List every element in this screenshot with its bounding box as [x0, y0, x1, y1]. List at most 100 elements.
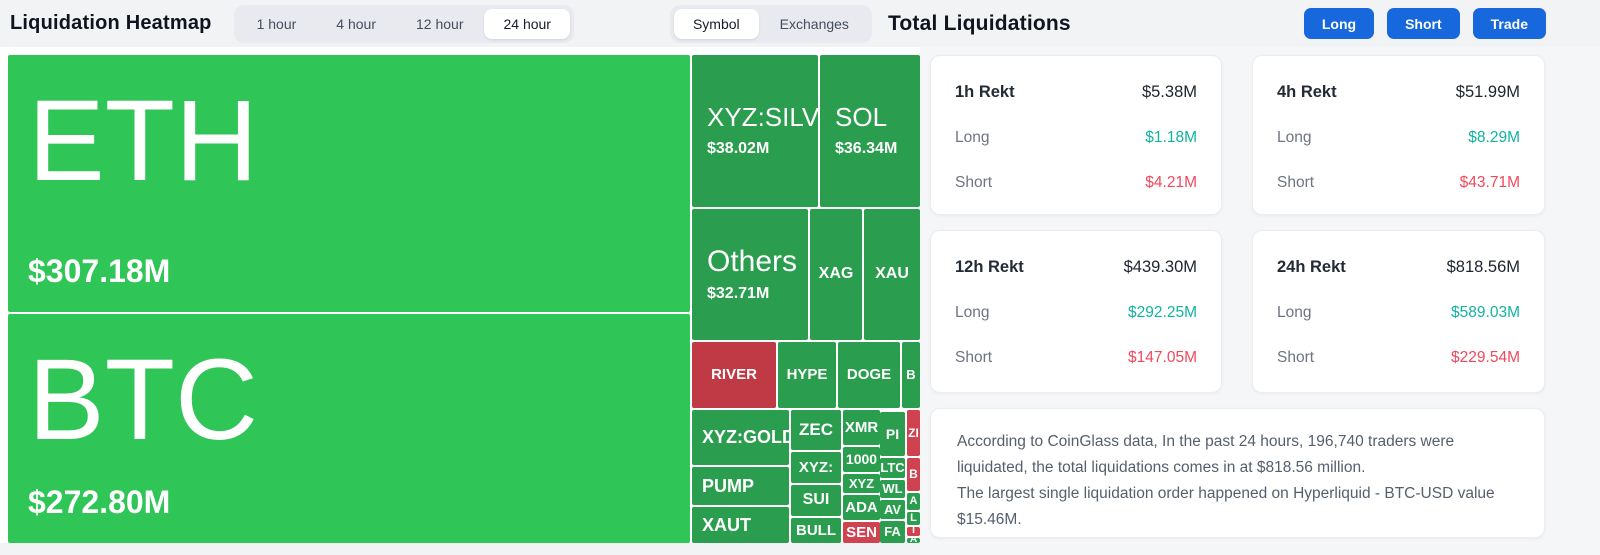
- short-value: $229.54M: [1451, 349, 1520, 366]
- treemap-symbol-label: 1000: [845, 451, 878, 468]
- treemap-symbol-label: ADA: [845, 498, 878, 516]
- treemap-symbol-label: AV: [883, 501, 902, 517]
- treemap-block-hype[interactable]: HYPE: [778, 342, 836, 408]
- treemap-block-pump[interactable]: PUMP: [692, 467, 789, 505]
- short-value: $147.05M: [1128, 349, 1197, 366]
- summary-line-2: The largest single liquidation order hap…: [957, 485, 1495, 529]
- treemap-symbol-label: ZEC: [799, 420, 833, 440]
- treemap-symbol-label: I: [912, 527, 915, 536]
- card-long-row: Long $8.29M: [1277, 129, 1520, 147]
- treemap-symbol-label: HYPE: [786, 366, 828, 384]
- short-label: Short: [955, 349, 993, 366]
- view-tab-symbol[interactable]: Symbol: [673, 8, 759, 39]
- treemap-block-sen[interactable]: SEN: [843, 522, 880, 543]
- long-button[interactable]: Long: [1303, 8, 1375, 39]
- treemap-block-fa[interactable]: FA: [880, 521, 905, 543]
- rekt-card-12h: 12h Rekt $439.30M Long $292.25M Short $1…: [930, 230, 1222, 393]
- treemap-liquidation-value: $272.80M: [28, 484, 171, 520]
- treemap-symbol-label: FA: [884, 524, 901, 540]
- treemap-liquidation-value: $32.71M: [707, 285, 770, 303]
- treemap-block-xyz-gold[interactable]: XYZ:GOLD: [692, 410, 789, 465]
- treemap-block-pi[interactable]: PI: [880, 412, 905, 456]
- treemap-symbol-label: ZI: [908, 425, 919, 440]
- treemap-block-b[interactable]: B: [907, 458, 920, 491]
- treemap-symbol-label: SUI: [802, 491, 830, 509]
- treemap-block-btc[interactable]: BTC $272.80M: [8, 314, 690, 543]
- total-liquidations-title: Total Liquidations: [887, 11, 1071, 35]
- treemap-block-doge[interactable]: DOGE: [838, 342, 900, 408]
- long-value: $292.25M: [1128, 304, 1197, 321]
- card-title: 24h Rekt: [1277, 258, 1346, 276]
- treemap-block-sol[interactable]: SOL $36.34M: [820, 55, 920, 207]
- treemap-block-i[interactable]: I: [907, 527, 920, 536]
- treemap-symbol-label: XYZ:SILVER: [707, 102, 818, 133]
- treemap-block-xau[interactable]: XAU: [864, 209, 920, 340]
- treemap-block-sui[interactable]: SUI: [791, 485, 841, 516]
- treemap-block-river[interactable]: RIVER: [692, 342, 776, 408]
- time-tab-24-hour[interactable]: 24 hour: [484, 8, 570, 39]
- page-title: Liquidation Heatmap: [10, 12, 212, 34]
- treemap-symbol-label: XAU: [875, 265, 909, 283]
- treemap-symbol-label: XMR: [844, 418, 879, 436]
- time-tab-1-hour[interactable]: 1 hour: [238, 9, 316, 39]
- treemap-symbol-label: B: [909, 467, 918, 482]
- treemap-block-l[interactable]: L: [907, 512, 920, 525]
- long-value: $8.29M: [1468, 129, 1520, 146]
- treemap-block-xag[interactable]: XAG: [810, 209, 862, 340]
- treemap-block-zec[interactable]: ZEC: [791, 410, 841, 450]
- treemap-symbol-label: SEN: [846, 523, 877, 541]
- treemap-block-wl[interactable]: WL: [880, 480, 905, 498]
- treemap-block-xaut[interactable]: XAUT: [692, 507, 789, 543]
- card-long-row: Long $1.18M: [955, 129, 1197, 147]
- treemap-block-xyz[interactable]: XYZ: [843, 474, 880, 493]
- treemap-symbol-label: ETH: [28, 77, 258, 205]
- trade-button[interactable]: Trade: [1472, 8, 1546, 39]
- card-short-row: Short $4.21M: [955, 174, 1197, 192]
- short-label: Short: [1277, 349, 1315, 366]
- summary-line-1: According to CoinGlass data, In the past…: [957, 433, 1455, 477]
- treemap-symbol-label: A: [909, 494, 918, 507]
- treemap-symbol-label: PI: [885, 425, 900, 442]
- view-tab-exchanges[interactable]: Exchanges: [761, 9, 868, 39]
- card-total-value: $51.99M: [1455, 83, 1520, 101]
- treemap-block-zi[interactable]: ZI: [907, 410, 920, 456]
- treemap-bottom-strip: [0, 543, 920, 555]
- treemap-block-1000[interactable]: 1000: [843, 447, 880, 472]
- treemap-symbol-label: XYZ:: [798, 458, 834, 476]
- card-title: 1h Rekt: [955, 83, 1015, 101]
- treemap-symbol-label: XYZ: [848, 475, 875, 491]
- card-short-row: Short $229.54M: [1277, 349, 1520, 367]
- treemap-block-a[interactable]: A: [907, 493, 920, 510]
- rekt-card-4h: 4h Rekt $51.99M Long $8.29M Short $43.71…: [1252, 55, 1545, 215]
- time-tab-4-hour[interactable]: 4 hour: [317, 9, 395, 39]
- time-range-tabs: 1 hour 4 hour 12 hour 24 hour: [233, 4, 574, 43]
- treemap-block-ltc[interactable]: LTC: [880, 458, 905, 478]
- treemap-block-av[interactable]: AV: [880, 500, 905, 519]
- treemap-block-a[interactable]: A: [907, 538, 920, 543]
- action-buttons: Long Short Trade: [1303, 8, 1546, 39]
- treemap-block-b[interactable]: B: [902, 342, 920, 408]
- treemap-block-xmr[interactable]: XMR: [843, 410, 880, 445]
- liquidation-treemap: ETH $307.18M BTC $272.80M XYZ:SILVER $38.02M S…: [8, 55, 920, 543]
- card-title: 12h Rekt: [955, 258, 1024, 276]
- treemap-symbol-label: WL: [882, 481, 903, 497]
- treemap-symbol-label: PUMP: [702, 475, 755, 496]
- treemap-liquidation-value: $36.34M: [835, 139, 898, 157]
- summary-note-card: According to CoinGlass data, In the past…: [930, 408, 1545, 538]
- card-long-row: Long $589.03M: [1277, 304, 1520, 322]
- treemap-liquidation-value: $38.02M: [707, 139, 770, 157]
- card-total-value: $5.38M: [1141, 83, 1197, 101]
- treemap-block-eth[interactable]: ETH $307.18M: [8, 55, 690, 312]
- treemap-block-bull[interactable]: BULL: [791, 518, 841, 543]
- treemap-block-ada[interactable]: ADA: [843, 495, 880, 520]
- short-value: $4.21M: [1145, 174, 1197, 191]
- long-value: $1.18M: [1145, 129, 1197, 146]
- treemap-symbol-label: LTC: [880, 460, 905, 476]
- treemap-symbol-label: XAG: [818, 265, 854, 283]
- time-tab-12-hour[interactable]: 12 hour: [397, 9, 482, 39]
- treemap-block-xyz-silver[interactable]: XYZ:SILVER $38.02M: [692, 55, 818, 207]
- treemap-block-others[interactable]: Others $32.71M: [692, 209, 808, 340]
- treemap-block-xyz[interactable]: XYZ:: [791, 452, 841, 483]
- short-button[interactable]: Short: [1387, 8, 1460, 39]
- treemap-symbol-label: Others: [707, 244, 798, 278]
